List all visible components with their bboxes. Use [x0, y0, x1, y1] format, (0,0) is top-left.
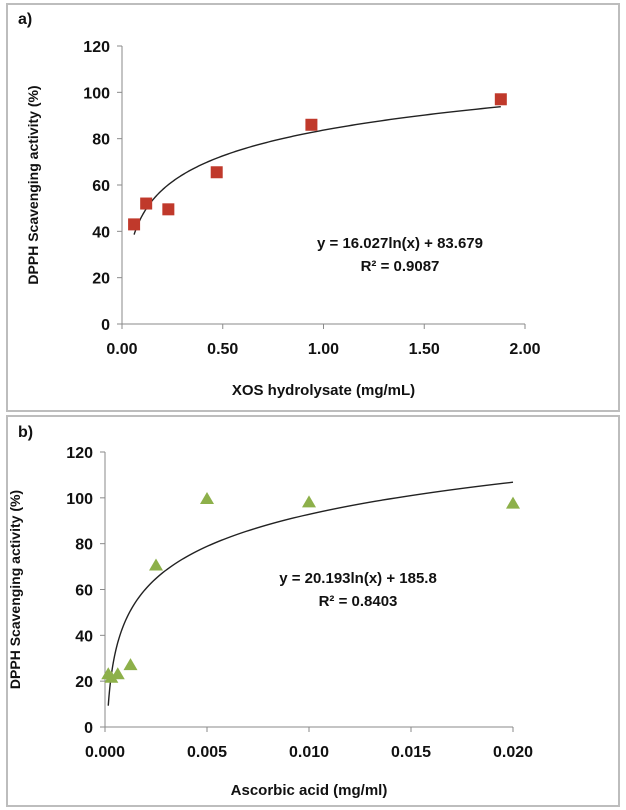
data-point-a [305, 118, 318, 131]
data-point-a [162, 203, 175, 216]
r-squared-label-b: R² = 0.8403 [319, 593, 398, 610]
trendline-a [133, 106, 501, 235]
y-tick-label-b: 60 [75, 583, 93, 600]
y-axis-title-b: DPPH Scavenging activity (%) [7, 490, 23, 689]
y-tick-label-a: 60 [92, 178, 110, 195]
x-tick-label-a: 1.00 [308, 341, 339, 358]
r-squared-label-a: R² = 0.9087 [361, 258, 440, 275]
x-tick-label-a: 1.50 [409, 341, 440, 358]
data-point-b [123, 658, 138, 671]
x-tick-label-b: 0.005 [187, 744, 227, 761]
y-tick-label-b: 20 [75, 674, 93, 691]
chart-panel-b [6, 415, 620, 807]
x-tick-label-a: 2.00 [509, 341, 540, 358]
data-point-a [128, 218, 141, 231]
x-axis-title-b: Ascorbic acid (mg/ml) [231, 782, 388, 799]
y-axis-title-a: DPPH Scavenging activity (%) [25, 85, 41, 284]
data-point-a [140, 197, 153, 210]
x-tick-label-b: 0.000 [85, 744, 125, 761]
x-tick-label-a: 0.00 [106, 341, 137, 358]
data-point-b [302, 495, 316, 508]
y-tick-label-b: 80 [75, 537, 93, 554]
x-tick-label-b: 0.015 [391, 744, 431, 761]
y-tick-label-a: 120 [83, 39, 110, 56]
y-tick-label-a: 0 [101, 317, 110, 334]
x-tick-label-b: 0.010 [289, 744, 329, 761]
data-point-b [104, 670, 119, 683]
y-tick-label-b: 120 [66, 445, 93, 462]
x-tick-label-b: 0.020 [493, 744, 533, 761]
panel-label-a: a) [18, 11, 32, 28]
y-tick-label-a: 40 [92, 224, 110, 241]
data-point-b [506, 496, 520, 509]
data-point-b [200, 491, 214, 504]
data-point-b [149, 558, 163, 571]
trendline-b [107, 481, 514, 706]
y-tick-label-b: 0 [84, 720, 93, 737]
y-tick-label-b: 40 [75, 628, 93, 645]
chart-panel-a [6, 3, 620, 412]
y-tick-label-a: 80 [92, 132, 110, 149]
data-point-a [210, 166, 223, 179]
trendline-equation-a: y = 16.027ln(x) + 83.679 [317, 235, 483, 252]
data-point-b [110, 667, 125, 680]
y-tick-label-b: 100 [66, 491, 93, 508]
data-point-a [494, 93, 507, 106]
x-tick-label-a: 0.50 [207, 341, 238, 358]
panel-label-b: b) [18, 424, 33, 441]
trendline-equation-b: y = 20.193ln(x) + 185.8 [279, 570, 437, 587]
y-tick-label-a: 20 [92, 271, 110, 288]
x-axis-title-a: XOS hydrolysate (mg/mL) [232, 382, 415, 399]
y-tick-label-a: 100 [83, 85, 110, 102]
